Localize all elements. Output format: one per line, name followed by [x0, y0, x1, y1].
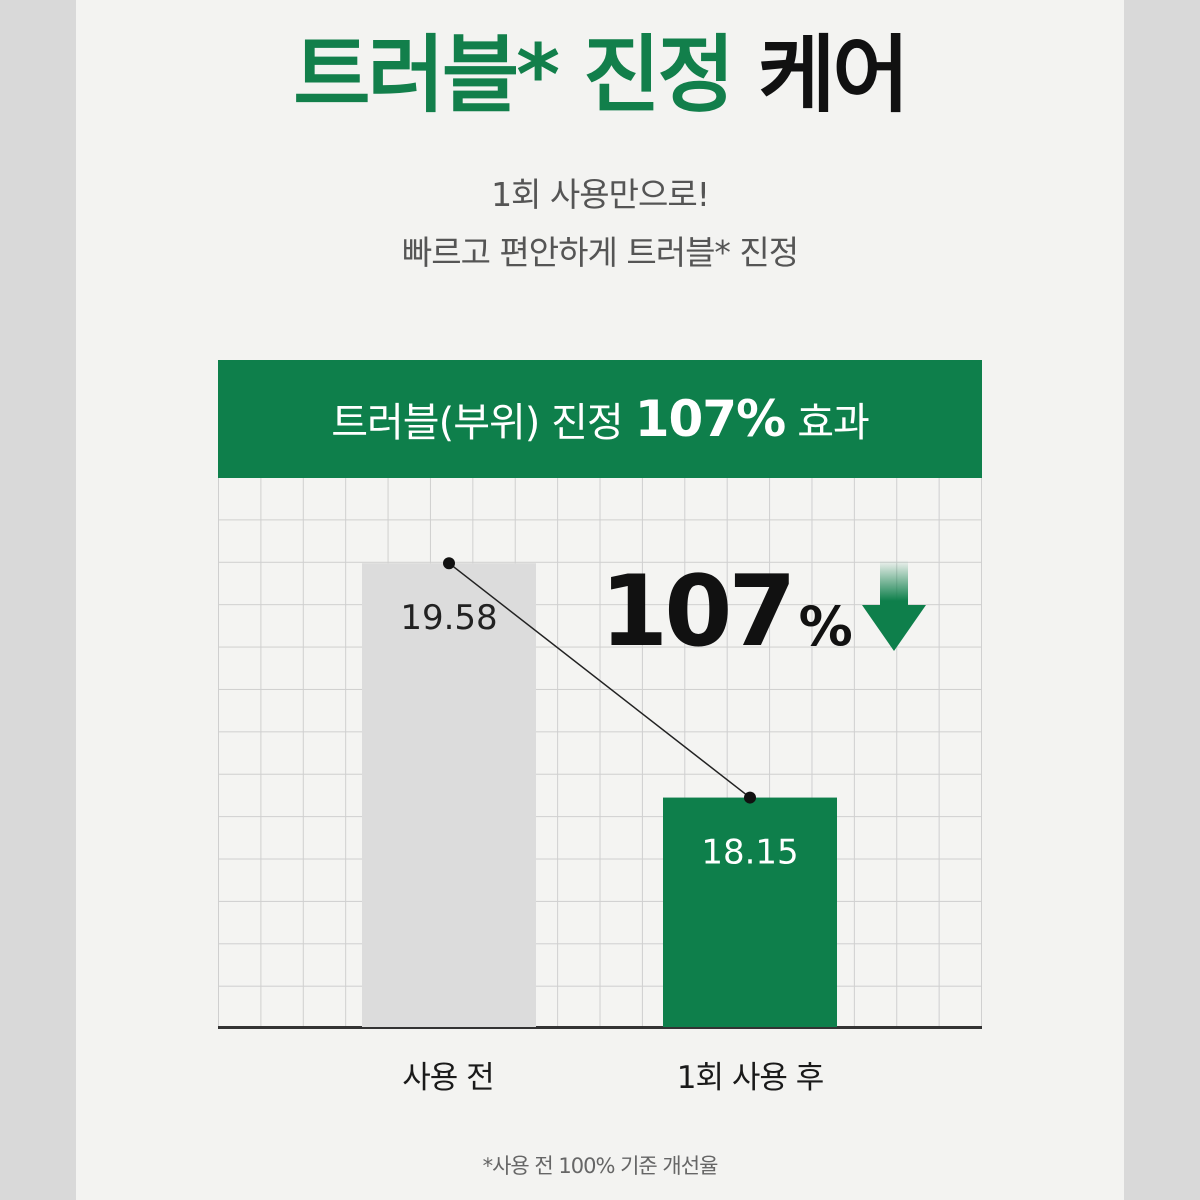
x-tick-label: 사용 전 — [402, 1060, 494, 1096]
data-point — [744, 791, 756, 804]
title-green: 트러블* 진정 — [293, 26, 735, 124]
data-point — [443, 557, 455, 570]
x-axis-line — [218, 1026, 982, 1029]
arrow-down-icon — [862, 560, 926, 651]
banner-value: 107% — [634, 390, 786, 448]
banner-suffix: 효과 — [797, 400, 870, 446]
page-title: 트러블* 진정 케어 — [0, 8, 1200, 129]
bar — [362, 563, 536, 1027]
title-black: 케어 — [758, 26, 910, 124]
x-tick-label: 1회 사용 후 — [676, 1060, 825, 1096]
subtitle-line-1: 1회 사용만으로! — [491, 175, 710, 214]
connector-line — [448, 562, 751, 799]
data-label: 18.15 — [701, 833, 798, 873]
subtitle-line-2: 빠르고 편안하게 트러블* 진정 — [401, 233, 799, 272]
highlight-number: 107 — [600, 555, 797, 669]
data-label: 19.58 — [400, 598, 497, 638]
chart-grid — [218, 478, 982, 1028]
bar — [663, 797, 837, 1027]
highlight-unit: % — [798, 595, 853, 658]
result-banner: 트러블(부위) 진정 107% 효과 — [218, 360, 982, 478]
banner-prefix: 트러블(부위) 진정 — [331, 400, 624, 446]
footnote: *사용 전 100% 기준 개선율 — [482, 1154, 719, 1178]
highlight-value: 107% — [600, 555, 853, 669]
